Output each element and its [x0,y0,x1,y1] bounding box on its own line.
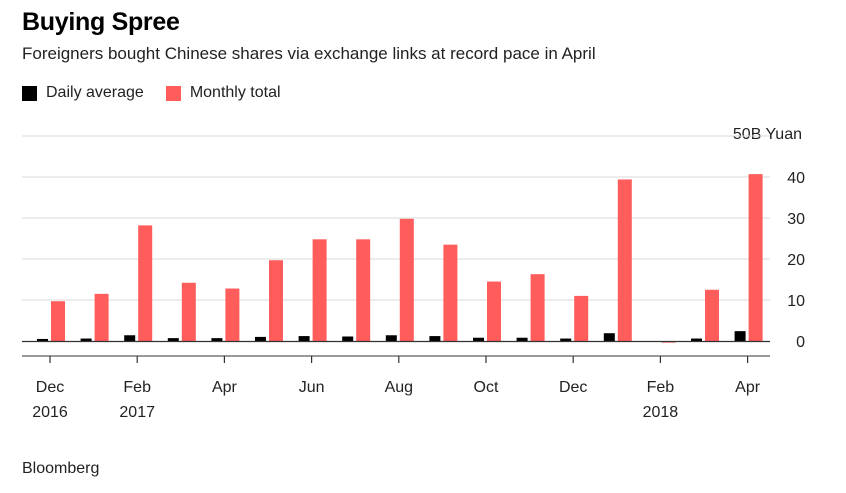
y-tick-label-20: 20 [787,252,805,269]
x-tick-year-14: 2018 [643,404,679,421]
bar-daily-15 [691,338,702,341]
bar-daily-10 [473,337,484,341]
y-tick-label-40: 40 [787,170,805,187]
bar-monthly-0 [51,301,65,341]
y-tick-label-30: 30 [787,211,805,228]
y-tick-label-0: 0 [796,334,805,351]
legend-label-daily: Daily average [46,84,144,101]
x-tick-label-2: Feb [123,379,151,396]
x-tick-label-8: Aug [385,379,413,396]
bar-monthly-7 [356,239,371,341]
legend-swatch-daily [22,85,37,101]
y-tick-label-10: 10 [787,293,805,310]
bar-daily-11 [516,337,528,341]
chart-subtitle: Foreigners bought Chinese shares via exc… [22,44,596,63]
x-tick-label-4: Apr [212,379,238,396]
x-tick-label-10: Oct [474,379,499,396]
legend-swatch-monthly [165,85,181,101]
bar-daily-13 [603,333,615,341]
x-tick-year-2: 2017 [119,404,155,421]
x-tick-label-12: Dec [559,379,587,396]
chart-title: Buying Spree [22,8,180,36]
bar-monthly-4 [225,288,240,341]
bar-daily-4 [211,338,223,341]
bar-monthly-15 [705,289,719,341]
y-axis-unit-label: 50B Yuan [732,126,802,143]
bar-daily-8 [385,335,397,341]
bar-monthly-3 [181,282,196,341]
legend-item-daily: Daily average [22,84,144,102]
x-tick-year-0: 2016 [32,404,68,421]
bar-monthly-1 [94,293,109,341]
bar-daily-0 [37,338,48,341]
bar-monthly-16 [748,174,763,341]
x-tick-label-16: Apr [735,379,761,396]
legend-label-monthly: Monthly total [189,84,281,101]
x-tick-label-0: Dec [36,379,64,396]
bar-monthly-11 [530,274,545,341]
source-credit: Bloomberg [22,460,100,477]
bar-monthly-10 [487,281,501,341]
bar-monthly-5 [269,260,283,341]
bar-monthly-13 [617,179,632,341]
bar-monthly-6 [312,239,327,341]
legend: Daily average Monthly total [22,84,303,102]
legend-item-monthly: Monthly total [165,84,281,102]
bar-daily-6 [298,336,310,341]
bar-monthly-2 [138,225,153,341]
bar-daily-2 [124,335,136,341]
bar-daily-9 [429,336,441,341]
bar-monthly-9 [443,244,458,341]
bar-monthly-12 [574,295,589,341]
bar-monthly-8 [399,218,414,341]
bar-daily-5 [255,336,266,341]
bar-daily-3 [167,338,179,341]
bar-daily-1 [80,338,92,341]
bar-daily-7 [342,336,354,341]
bar-daily-12 [560,338,572,341]
x-tick-label-14: Feb [647,379,675,396]
x-tick-label-6: Jun [299,379,325,396]
bar-daily-16 [734,331,746,341]
